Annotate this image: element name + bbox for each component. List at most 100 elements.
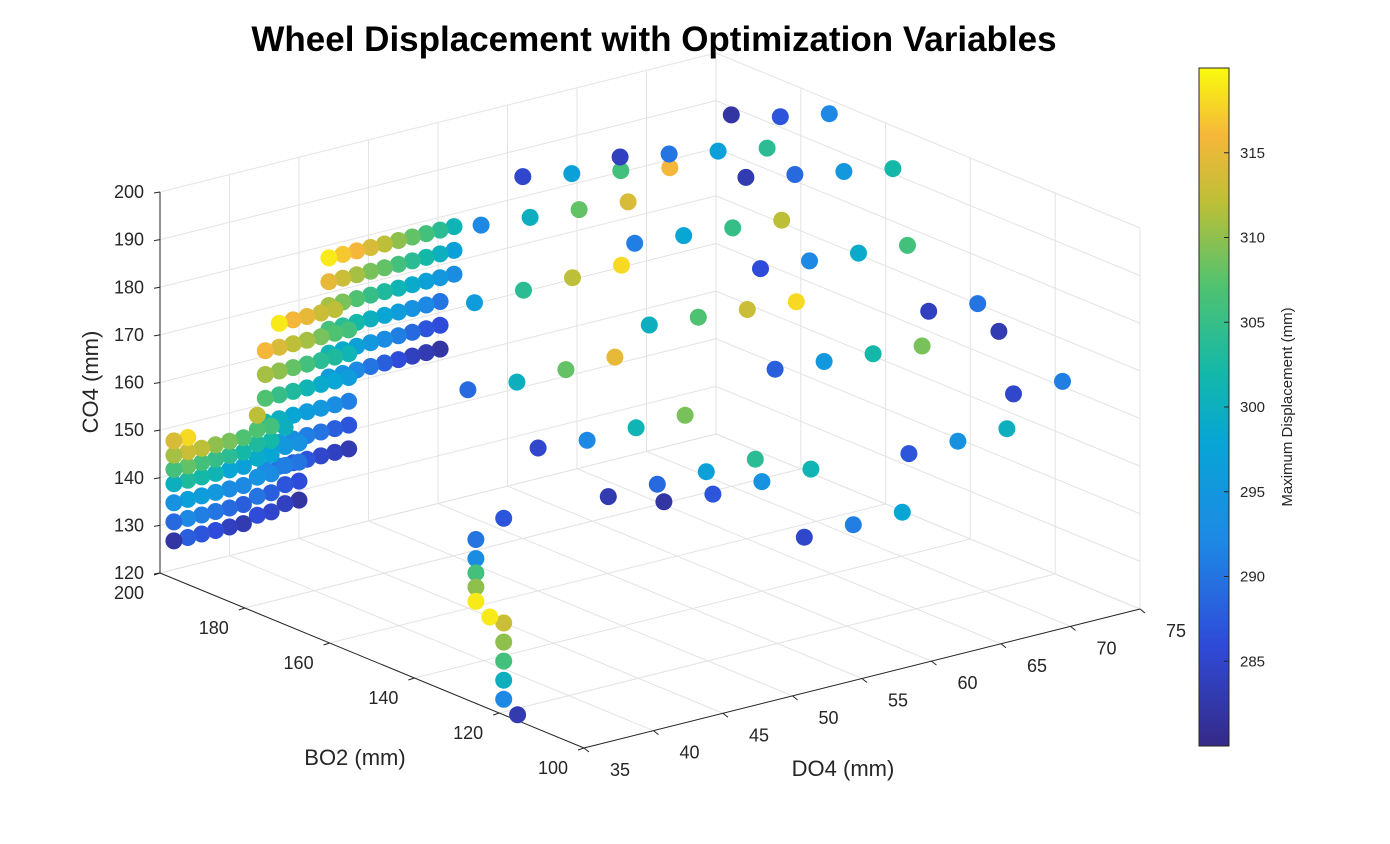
scatter-point	[248, 506, 266, 524]
scatter-points	[165, 105, 1071, 724]
grid-line	[715, 290, 1141, 467]
scatter-point	[256, 366, 274, 383]
scatter-point	[417, 248, 435, 266]
scatter-point	[326, 443, 344, 461]
scatter-point	[563, 165, 581, 183]
scatter-point	[820, 105, 838, 123]
scatter-point	[326, 301, 344, 318]
scatter-point	[340, 321, 358, 339]
x-tick-mark	[653, 730, 659, 736]
scatter-point	[467, 550, 485, 568]
scatter-point	[340, 369, 358, 386]
x-tick-mark	[1139, 608, 1146, 614]
x-tick-label: 55	[888, 691, 908, 711]
colorbar-label: Maximum Displacement (mm)	[1279, 307, 1296, 506]
scatter-point	[248, 468, 266, 486]
scatter-point	[704, 485, 722, 503]
colorbar-tick-label: 295	[1240, 484, 1265, 501]
scatter-point	[179, 457, 197, 475]
x-axis-label: DO4 (mm)	[792, 756, 895, 781]
x-tick-mark	[792, 695, 798, 701]
scatter-point	[389, 351, 407, 369]
scatter-point	[403, 276, 421, 294]
scatter-point	[737, 168, 755, 186]
scatter-point	[431, 221, 449, 239]
scatter-point	[326, 324, 344, 342]
scatter-point	[165, 432, 183, 450]
axes-grid	[159, 52, 1141, 749]
scatter-point	[248, 435, 266, 453]
scatter-point	[758, 139, 776, 157]
scatter-point	[640, 316, 658, 334]
scatter-point	[326, 420, 344, 438]
grid-line	[646, 450, 1071, 627]
scatter-point	[298, 379, 316, 397]
y-tick-mark	[493, 712, 500, 716]
scatter-point	[509, 706, 527, 724]
scatter-point	[193, 454, 211, 472]
z-tick-label: 150	[114, 420, 144, 440]
scatter-point	[276, 476, 294, 494]
grid-line	[159, 290, 717, 431]
scatter-point	[193, 468, 211, 486]
scatter-point	[234, 429, 252, 447]
scatter-point	[611, 148, 629, 166]
scatter-point	[899, 236, 916, 254]
scatter-point	[417, 344, 435, 362]
scatter-point	[403, 347, 421, 365]
scatter-point	[165, 475, 183, 493]
scatter-point	[689, 308, 707, 326]
axes-ticks: 3540455055606570751001201401601802001201…	[114, 182, 1186, 780]
scatter-point	[376, 330, 393, 348]
scatter-point	[234, 515, 252, 533]
scatter-point	[207, 503, 225, 520]
z-tick-label: 190	[114, 230, 144, 250]
scatter-point	[613, 256, 630, 274]
colorbar-tick-label: 310	[1240, 230, 1265, 247]
scatter-point	[207, 522, 225, 539]
scatter-point	[403, 323, 421, 341]
grid-line	[159, 52, 717, 193]
scatter-point	[312, 304, 330, 322]
scatter-point	[320, 273, 338, 291]
scatter-point	[403, 228, 421, 246]
scatter-point	[467, 592, 485, 610]
scatter-point	[557, 361, 575, 379]
scatter-point	[884, 160, 902, 178]
scatter-point	[417, 320, 435, 338]
scatter-point	[495, 614, 513, 632]
scatter-point	[340, 392, 358, 410]
z-tick-mark	[153, 286, 161, 289]
colorbar-tick-label: 290	[1240, 569, 1265, 586]
scatter-point	[514, 168, 532, 186]
scatter-point	[234, 496, 252, 513]
scatter-point	[165, 461, 183, 478]
scatter-point	[612, 162, 630, 180]
colorbar-tick-label: 315	[1240, 145, 1265, 162]
scatter-point	[312, 375, 330, 393]
scatter-point	[207, 464, 225, 482]
scatter-point	[570, 201, 588, 219]
x-tick-label: 60	[957, 673, 977, 693]
scatter-point	[276, 457, 294, 474]
scatter-point	[1005, 385, 1022, 403]
z-tick-mark	[153, 239, 161, 242]
scatter-point	[262, 417, 280, 435]
scatter-point	[920, 302, 938, 320]
scatter-point	[431, 316, 449, 334]
scatter-point	[389, 232, 407, 249]
x-tick-label: 35	[610, 760, 630, 780]
x-tick-mark	[1000, 643, 1007, 649]
grid-line	[576, 468, 1002, 645]
scatter-point	[417, 296, 435, 314]
scatter-point	[312, 399, 330, 417]
z-tick-mark	[153, 477, 161, 480]
scatter-point	[766, 360, 784, 378]
scatter-point	[508, 373, 526, 391]
y-tick-mark	[238, 607, 245, 611]
z-tick-mark	[153, 334, 161, 337]
x-tick-label: 50	[818, 708, 838, 728]
scatter-point	[179, 429, 197, 446]
scatter-point	[403, 300, 421, 317]
grid-line	[437, 503, 863, 679]
